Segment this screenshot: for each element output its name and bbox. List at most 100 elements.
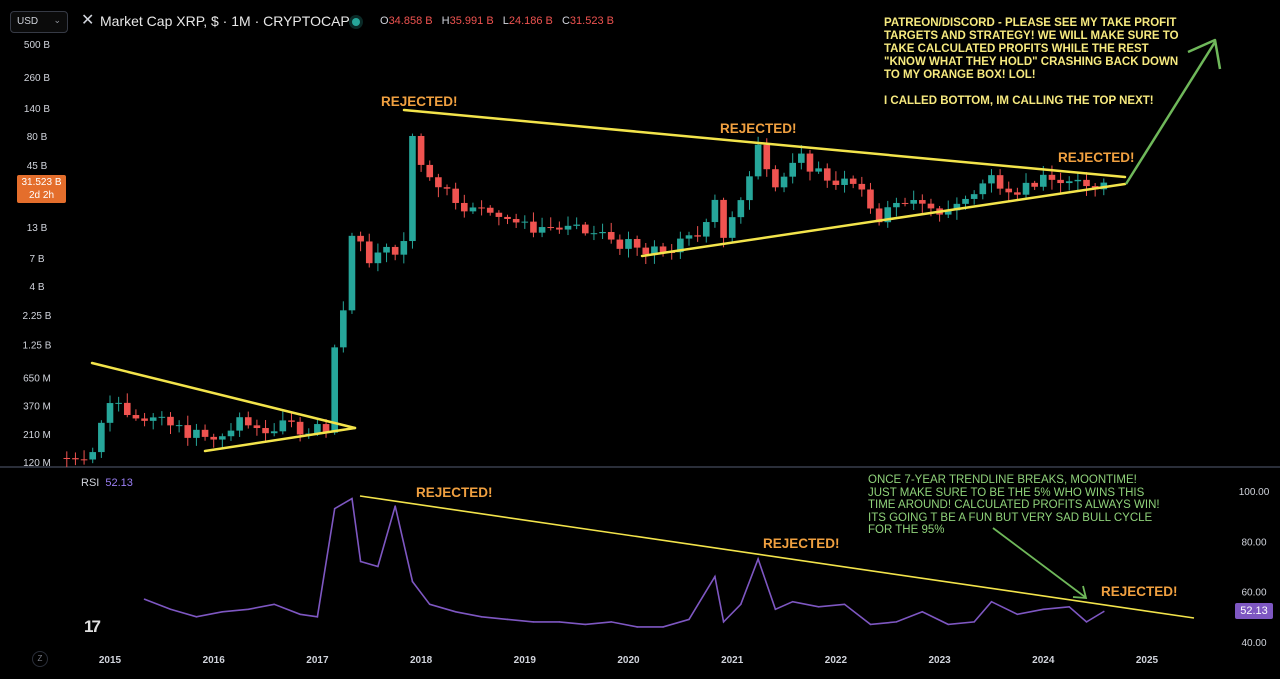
current-price-tag: 31.523 B 2d 2h bbox=[17, 175, 66, 203]
candle-body bbox=[227, 430, 235, 437]
rsi-point bbox=[843, 603, 846, 606]
candle-body bbox=[893, 202, 900, 208]
annotation-note-bottom: ONCE 7-YEAR TRENDLINE BREAKS, MOONTIME! … bbox=[868, 474, 1160, 537]
candle-body bbox=[331, 347, 338, 433]
ohlc-low-label: L bbox=[502, 15, 509, 27]
candle-body bbox=[728, 217, 736, 238]
rsi-pane bbox=[143, 495, 1195, 628]
rsi-point bbox=[1042, 608, 1045, 611]
candle-body bbox=[149, 417, 157, 421]
rsi-point bbox=[895, 621, 898, 623]
price-axis-tick: 650 M bbox=[23, 373, 51, 384]
rsi-point bbox=[316, 616, 319, 618]
candle-body bbox=[927, 203, 935, 209]
rsi-point bbox=[394, 505, 396, 507]
price-axis-tick: 13 B bbox=[27, 223, 48, 234]
candle-body bbox=[996, 175, 1004, 189]
candle-body bbox=[798, 153, 805, 163]
candle-body bbox=[970, 194, 978, 199]
rejected-label-3: REJECTED! bbox=[1058, 150, 1135, 165]
close-icon[interactable]: ✕ bbox=[81, 12, 95, 29]
price-axis-tick: 80 B bbox=[27, 132, 48, 143]
candle-body bbox=[754, 144, 762, 177]
candle-body bbox=[374, 252, 382, 264]
price-axis-tick: 45 B bbox=[27, 161, 48, 172]
candle-body bbox=[210, 436, 217, 440]
candle-body bbox=[884, 207, 892, 223]
rsi-point bbox=[636, 626, 638, 628]
candle-body bbox=[219, 436, 226, 440]
rsi-point bbox=[584, 623, 587, 626]
price-axis-tick: 370 M bbox=[23, 402, 51, 413]
candle-body bbox=[763, 144, 771, 170]
candle-body bbox=[98, 422, 105, 453]
ohlc-low: 24.186 B bbox=[508, 15, 553, 27]
timezone-icon[interactable]: Z bbox=[32, 651, 48, 667]
rejected-label-rsi-1: REJECTED! bbox=[416, 485, 493, 500]
rsi-point bbox=[1068, 605, 1071, 608]
rsi-point bbox=[195, 616, 198, 618]
rsi-label: RSI bbox=[81, 477, 100, 489]
candle-body bbox=[72, 458, 79, 460]
rsi-point bbox=[454, 611, 457, 613]
current-price-value: 31.523 B bbox=[21, 177, 62, 188]
rsi-point bbox=[273, 603, 275, 606]
rsi-axis-tick: 60.00 bbox=[1241, 588, 1266, 599]
rsi-point bbox=[333, 507, 336, 510]
candle-body bbox=[979, 183, 987, 195]
rsi-point bbox=[774, 608, 777, 611]
candle-body bbox=[849, 178, 857, 184]
time-axis-tick: 2017 bbox=[306, 655, 329, 666]
candle-body bbox=[132, 415, 140, 419]
tradingview-logo-icon: 17 bbox=[84, 617, 101, 636]
time-axis-tick: 2016 bbox=[203, 655, 226, 666]
candle-body bbox=[953, 203, 961, 211]
candle-body bbox=[858, 183, 866, 190]
rsi-point bbox=[757, 558, 759, 560]
rsi-axis-tick: 80.00 bbox=[1241, 537, 1266, 548]
price-axis-tick: 140 B bbox=[24, 104, 50, 115]
rejected-label-2: REJECTED! bbox=[720, 121, 797, 136]
rsi-point bbox=[428, 603, 431, 606]
rsi-point bbox=[869, 623, 872, 626]
price-axis-tick: 120 M bbox=[23, 458, 51, 469]
candle-body bbox=[279, 420, 287, 432]
time-axis-tick: 2022 bbox=[825, 655, 848, 666]
ohlc-open-label: O bbox=[380, 15, 389, 27]
candle-body bbox=[625, 239, 632, 249]
candle-body bbox=[599, 232, 606, 234]
rsi-point bbox=[506, 618, 509, 621]
candles bbox=[63, 133, 1108, 468]
rsi-legend: RSI 52.13 bbox=[81, 477, 133, 489]
candle-body bbox=[564, 225, 572, 230]
ohlc-close: 31.523 B bbox=[569, 15, 614, 27]
candle-body bbox=[694, 235, 701, 237]
candle-body bbox=[642, 247, 650, 255]
rsi-point bbox=[169, 608, 172, 611]
candle-body bbox=[1040, 174, 1047, 187]
trendline bbox=[90, 361, 357, 430]
candle-body bbox=[988, 175, 995, 184]
candle-body bbox=[383, 246, 390, 253]
candle-body bbox=[1074, 179, 1082, 182]
price-axis-tick: 4 B bbox=[29, 282, 44, 293]
ohlc-readout: O34.858 B H35.991 B L24.186 B C31.523 B bbox=[380, 15, 620, 27]
candle-body bbox=[141, 418, 148, 421]
rsi-point bbox=[351, 497, 353, 500]
rejected-label-rsi-3: REJECTED! bbox=[1101, 584, 1178, 599]
price-axis-tick: 1.25 B bbox=[23, 340, 52, 351]
trendlines bbox=[90, 38, 1222, 453]
currency-select[interactable]: USD ⌄ bbox=[10, 11, 68, 33]
chart-title: Market Cap XRP, $ · 1M · CRYPTOCAP bbox=[100, 13, 350, 29]
candle-body bbox=[538, 227, 546, 233]
candle-body bbox=[746, 176, 753, 201]
candle-body bbox=[400, 241, 408, 255]
candle-body bbox=[651, 246, 658, 255]
candle-body bbox=[486, 207, 494, 213]
candle-body bbox=[478, 207, 485, 209]
trendline bbox=[203, 426, 357, 453]
chevron-down-icon: ⌄ bbox=[53, 15, 61, 25]
candle-body bbox=[772, 169, 779, 188]
candle-body bbox=[365, 241, 373, 264]
